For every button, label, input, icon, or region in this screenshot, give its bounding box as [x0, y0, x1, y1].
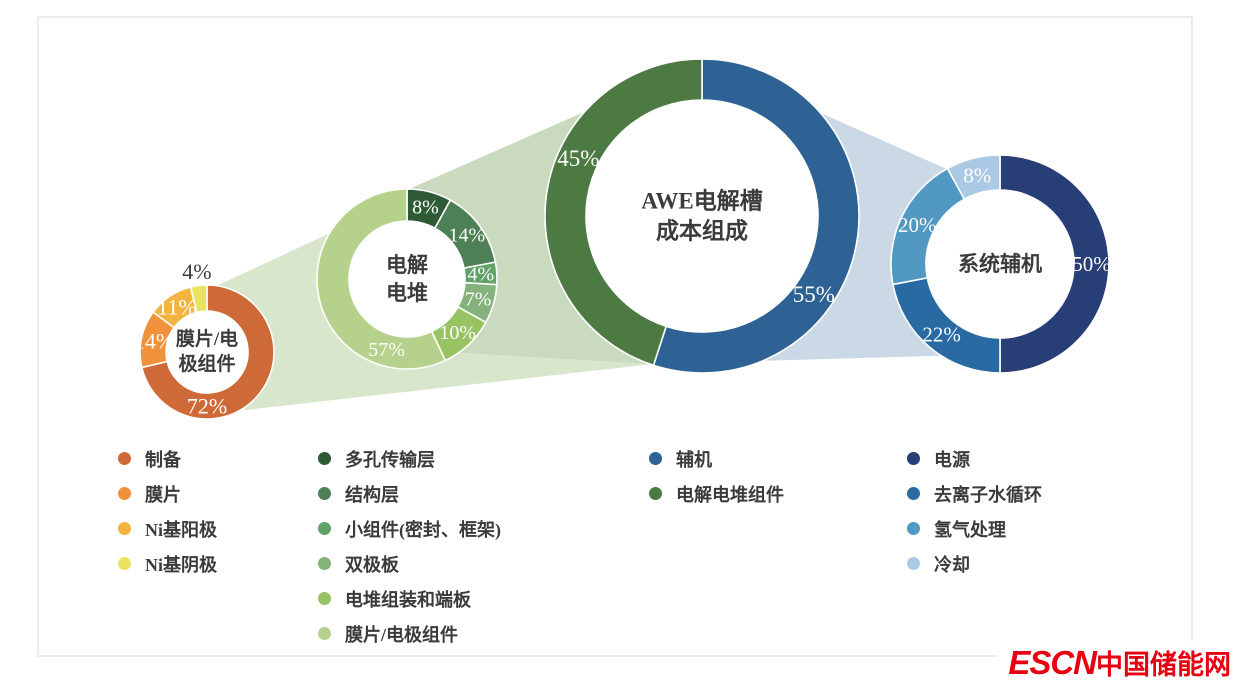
- logo-chinese-text: 中国储能网: [1096, 650, 1231, 680]
- donut-segment-membrane-electrode-72%: [141, 284, 275, 420]
- donut-segment-system-auxiliary-50%: [999, 154, 1110, 374]
- donut-title: 膜片/电: [175, 327, 238, 350]
- donut-title: AWE电解槽: [641, 187, 762, 213]
- segment-label: 14%: [449, 225, 486, 247]
- segment-label: 11%: [157, 295, 197, 320]
- segment-label: 57%: [368, 339, 405, 361]
- segment-label: 20%: [898, 213, 937, 237]
- donut-title: 系统辅机: [958, 252, 1042, 276]
- donut-segment-membrane-electrode-4%: [189, 284, 208, 314]
- segment-label: 4%: [182, 259, 211, 284]
- figure-border: [37, 16, 1193, 657]
- escn-logo: ESCN中国储能网: [998, 641, 1235, 686]
- segment-label: 8%: [412, 196, 439, 218]
- segment-label: 8%: [963, 163, 991, 187]
- segment-label: 10%: [439, 322, 476, 344]
- donut-hole: [347, 219, 467, 339]
- donut-hole: [584, 98, 820, 334]
- segment-label: 45%: [557, 146, 599, 171]
- logo-latin-text: ESCN: [1008, 644, 1097, 681]
- donut-title: 电解: [386, 253, 428, 277]
- donut-membrane-electrode: 72% 14% 11% 4% 膜片/电极组件: [134, 259, 275, 420]
- segment-label: 50%: [1072, 252, 1111, 276]
- donut-title: 成本组成: [656, 218, 748, 244]
- donut-hole: [164, 309, 250, 395]
- segment-label: 14%: [134, 329, 174, 354]
- donut-electrolysis-stack: 8% 14% 4% 7% 10% 57% 电解电堆: [316, 188, 498, 370]
- segment-label: 7%: [465, 289, 492, 311]
- donut-title: 电堆: [386, 281, 428, 305]
- donut-segment-electrolysis-stack-57%: [316, 188, 447, 370]
- donut-hole: [924, 188, 1076, 340]
- donut-segment-system-auxiliary-8%: [946, 154, 1001, 200]
- donut-title: 极组件: [178, 352, 235, 375]
- segment-label: 72%: [187, 394, 227, 419]
- donut-segment-awe-cost-55%: [652, 58, 860, 374]
- segment-label: 4%: [468, 263, 495, 285]
- segment-label: 22%: [922, 323, 961, 347]
- donut-system-auxiliary: 50% 22% 20% 8% 系统辅机: [890, 154, 1111, 374]
- segment-label: 55%: [793, 282, 835, 307]
- donut-segment-awe-cost-45%: [544, 58, 703, 367]
